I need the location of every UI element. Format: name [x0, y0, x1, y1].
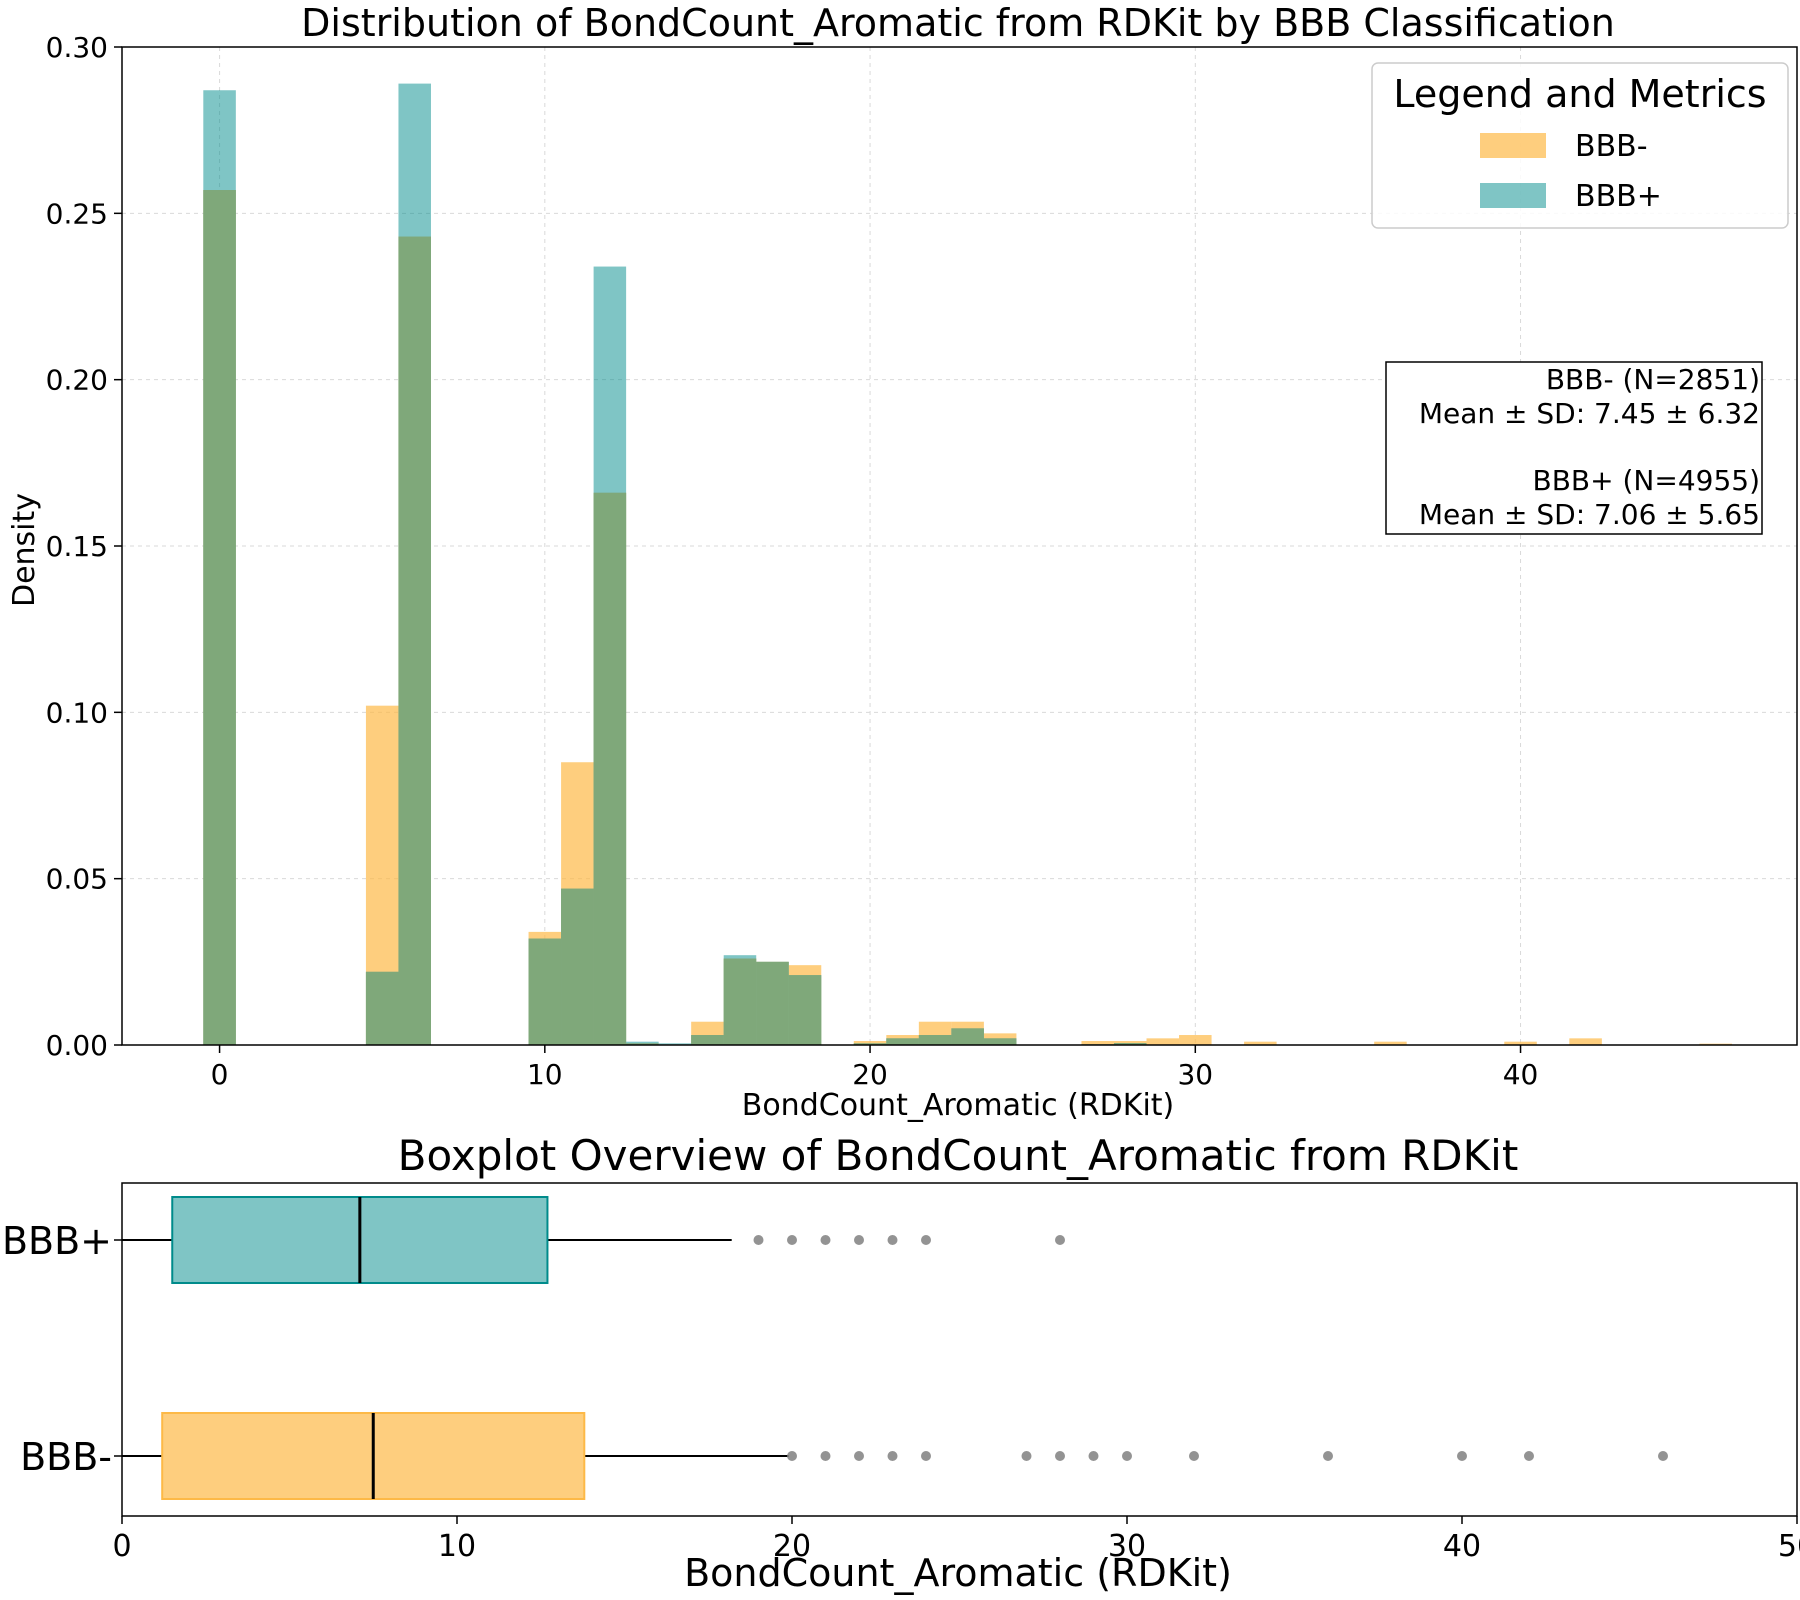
- bar-overlap: [918, 1035, 952, 1045]
- metrics-box-frame: [1385, 361, 1763, 535]
- outlier-point: [1055, 1235, 1065, 1245]
- bar-bbb-minus: [1081, 1041, 1114, 1045]
- bbb-minus-bars: [203, 190, 1732, 1046]
- boxplot-x-axis-label: BondCount_Aromatic (RDKit): [684, 1551, 1232, 1595]
- outlier-point: [820, 1235, 831, 1245]
- bar-overlap: [691, 1035, 724, 1045]
- outlier-point: [1524, 1451, 1534, 1461]
- outlier-point: [1323, 1451, 1333, 1461]
- outlier-point: [787, 1235, 797, 1245]
- boxplot-x-ticks: 0 10 20 30 40 50: [112, 1516, 1800, 1564]
- boxplot-y-ticks: BBB+ BBB-: [2, 1219, 122, 1479]
- bar-overlap: [365, 971, 399, 1045]
- metrics-bbb-minus-mean: Mean ± SD: 7.45 ± 6.32: [1419, 397, 1760, 430]
- bar-overlap: [951, 1028, 984, 1045]
- bar-bbb-minus: [1244, 1041, 1277, 1045]
- y-tick-label: 0.30: [46, 31, 108, 64]
- outlier-point: [921, 1451, 931, 1461]
- bar-bbb-minus: [853, 1041, 887, 1045]
- metrics-bbb-minus-count: BBB- (N=2851): [1546, 363, 1760, 396]
- bar-overlap: [723, 958, 757, 1045]
- y-tick-label: 0.15: [46, 530, 108, 563]
- legend: Legend and Metrics BBB- BBB+: [1371, 62, 1789, 229]
- bar-bbb-minus: [1179, 1035, 1212, 1045]
- x-tick-label: 30: [1108, 1529, 1146, 1564]
- legend-frame: [1371, 62, 1789, 229]
- legend-label-bbb-plus: BBB+: [1575, 179, 1662, 214]
- outlier-point: [854, 1451, 864, 1461]
- outlier-point: [1055, 1451, 1065, 1461]
- bar-bbb-minus: [1374, 1041, 1407, 1045]
- x-tick-label: 10: [438, 1529, 476, 1564]
- legend-label-bbb-minus: BBB-: [1575, 129, 1648, 164]
- outlier-point: [753, 1235, 764, 1245]
- bar-overlap: [756, 961, 789, 1045]
- bar-overlap: [398, 236, 431, 1045]
- bar-overlap: [788, 975, 822, 1045]
- legend-title: Legend and Metrics: [1393, 72, 1766, 116]
- x-tick-label: 40: [1503, 1058, 1539, 1091]
- boxplot-panel: Boxplot Overview of BondCount_Aromatic f…: [2, 1131, 1800, 1595]
- y-tick-label: 0.25: [46, 197, 108, 230]
- x-tick-label: 0: [112, 1529, 131, 1564]
- bar-bbb-plus: [658, 1043, 692, 1045]
- y-tick-label: 0.20: [46, 364, 108, 397]
- outlier-point: [1658, 1451, 1668, 1461]
- bar-overlap: [528, 938, 562, 1045]
- metrics-bbb-plus-count: BBB+ (N=4955): [1533, 464, 1761, 497]
- histogram-x-ticks: 0 10 20 30 40: [211, 1045, 1539, 1091]
- outlier-point: [1122, 1451, 1132, 1461]
- legend-swatch-bbb-minus: [1480, 133, 1546, 158]
- bar-overlap: [853, 1043, 887, 1045]
- boxplot-title: Boxplot Overview of BondCount_Aromatic f…: [398, 1131, 1519, 1180]
- bar-overlap: [1113, 1043, 1147, 1045]
- histogram-y-ticks: 0.00 0.05 0.10 0.15 0.20 0.25 0.30: [46, 31, 122, 1062]
- bar-bbb-minus: [1146, 1038, 1180, 1045]
- y-tick-label: BBB+: [2, 1219, 112, 1263]
- outlier-point: [887, 1235, 898, 1245]
- bar-overlap: [983, 1038, 1017, 1045]
- outlier-point: [1457, 1451, 1467, 1461]
- histogram-y-axis-label: Density: [7, 493, 42, 607]
- boxplot-content: [122, 1196, 1668, 1500]
- outlier-point: [787, 1451, 797, 1461]
- outlier-point: [1088, 1451, 1099, 1461]
- bar-overlap: [593, 492, 627, 1046]
- histogram-panel: Distribution of BondCount_Aromatic from …: [7, 1, 1798, 1123]
- legend-swatch-bbb-plus: [1480, 183, 1546, 208]
- histogram-x-axis-label: BondCount_Aromatic (RDKit): [742, 1088, 1175, 1123]
- outlier-point: [887, 1451, 898, 1461]
- bar-overlap: [626, 1043, 659, 1045]
- overlap-bars: [203, 190, 1147, 1046]
- boxplot-plot-area: [121, 1182, 1798, 1517]
- y-tick-label: 0.05: [46, 863, 108, 896]
- outlier-point: [854, 1235, 864, 1245]
- x-tick-label: 20: [852, 1058, 888, 1091]
- bbb-plus-bars: [203, 83, 1147, 1046]
- metrics-box: BBB- (N=2851) Mean ± SD: 7.45 ± 6.32 BBB…: [1385, 361, 1763, 535]
- bar-overlap: [561, 888, 594, 1045]
- x-tick-label: 40: [1443, 1529, 1481, 1564]
- outlier-point: [921, 1235, 931, 1245]
- outlier-point: [1021, 1451, 1032, 1461]
- outlier-point: [820, 1451, 831, 1461]
- bar-overlap: [886, 1038, 919, 1045]
- bar-bbb-minus: [1569, 1038, 1602, 1045]
- outlier-point: [1189, 1451, 1199, 1461]
- bar-overlap: [203, 190, 236, 1046]
- x-tick-label: 10: [527, 1058, 563, 1091]
- x-tick-label: 50: [1778, 1529, 1800, 1564]
- metrics-bbb-plus-mean: Mean ± SD: 7.06 ± 5.65: [1419, 498, 1760, 531]
- x-tick-label: 30: [1177, 1058, 1213, 1091]
- histogram-title: Distribution of BondCount_Aromatic from …: [301, 1, 1615, 45]
- bar-bbb-minus: [1504, 1041, 1537, 1045]
- y-tick-label: 0.10: [46, 696, 108, 729]
- y-tick-label: BBB-: [20, 1435, 112, 1479]
- x-tick-label: 0: [211, 1058, 229, 1091]
- y-tick-label: 0.00: [46, 1029, 108, 1062]
- x-tick-label: 20: [773, 1529, 811, 1564]
